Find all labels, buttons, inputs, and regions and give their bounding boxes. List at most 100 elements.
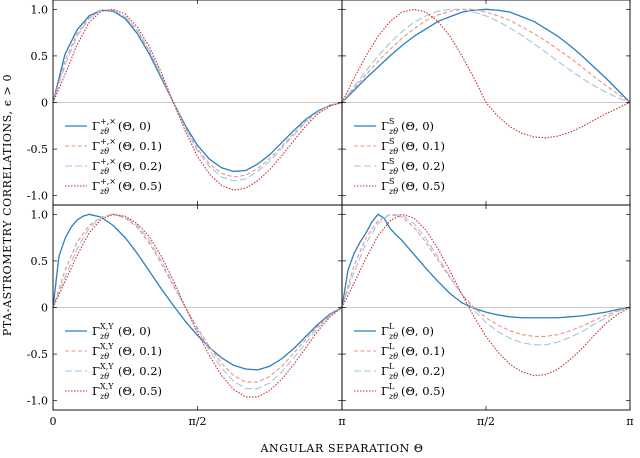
series-line-0 — [53, 213, 342, 371]
legend-symbol: Γ — [381, 119, 389, 133]
legend-symbol: Γ — [92, 159, 100, 173]
legend-superscript: S — [389, 117, 394, 126]
x-axis-label: ANGULAR SEPARATION Θ — [259, 442, 423, 455]
legend-argument: (Θ, 0) — [118, 119, 151, 133]
series-line-2 — [342, 8, 630, 104]
panel-top-right: Γ Szθ (Θ, 0)Γ Szθ (Θ, 0.1)Γ Szθ (Θ, 0.2)Γ Szθ (Θ… — [341, 0, 631, 206]
y-tick-label: 0.5 — [31, 255, 49, 268]
legend-subscript: zθ — [388, 332, 398, 341]
series-line-2 — [53, 9, 342, 182]
legend-superscript: +,× — [100, 177, 116, 186]
legend-symbol: Γ — [381, 159, 389, 173]
series-line-0 — [342, 8, 630, 103]
legend-subscript: zθ — [388, 127, 398, 136]
y-tick-label: 1.0 — [31, 3, 49, 16]
series-line-3 — [53, 8, 342, 191]
series-line-3 — [342, 8, 630, 139]
legend-symbol: Γ — [381, 139, 389, 153]
legend-argument: (Θ, 0.5) — [118, 179, 162, 193]
legend-argument: (Θ, 0) — [118, 324, 151, 338]
legend-argument: (Θ, 0.1) — [401, 139, 445, 153]
x-tick-label: π — [626, 415, 633, 428]
legend-symbol: Γ — [92, 364, 100, 378]
legend-superscript: L — [389, 322, 395, 331]
y-tick-label: 0 — [41, 302, 48, 315]
series-line-3 — [342, 213, 630, 377]
series-line-1 — [342, 8, 630, 103]
legend-symbol: Γ — [92, 119, 100, 133]
legend-symbol: Γ — [92, 324, 100, 338]
legend-subscript: zθ — [388, 167, 398, 176]
series-line-3 — [53, 213, 342, 398]
x-tick-label: π/2 — [189, 415, 207, 428]
series-line-2 — [53, 213, 342, 390]
x-tick-label: π — [338, 415, 345, 428]
legend-superscript: S — [389, 137, 394, 146]
legend-argument: (Θ, 0.1) — [401, 344, 445, 358]
y-tick-label: -1.0 — [27, 190, 48, 203]
legend-subscript: zθ — [99, 127, 109, 136]
legend-argument: (Θ, 0.5) — [118, 384, 162, 398]
legend-subscript: zθ — [388, 352, 398, 361]
legend-argument: (Θ, 0.2) — [401, 159, 445, 173]
legend-symbol: Γ — [381, 344, 389, 358]
legend-subscript: zθ — [388, 147, 398, 156]
legend-argument: (Θ, 0.5) — [401, 179, 445, 193]
legend-symbol: Γ — [381, 324, 389, 338]
panels: 1.00.50-0.5-1.0Γ +,×zθ (Θ, 0)Γ +,×zθ (Θ, 0.1… — [27, 0, 634, 428]
x-tick-label: π/2 — [477, 415, 495, 428]
legend-symbol: Γ — [92, 344, 100, 358]
panel-bottom-right: π/2 πΓ Lzθ (Θ, 0)Γ Lzθ (Θ, 0.1)Γ Lzθ (Θ, 0.2)Γ L… — [341, 204, 634, 428]
legend-subscript: zθ — [388, 392, 398, 401]
legend-argument: (Θ, 0.1) — [118, 139, 162, 153]
panel-bottom-left: 1.00.50-0.5-1.00 π/2 πΓ X,Yzθ (Θ, 0)Γ X,Yzθ (Θ… — [27, 204, 346, 428]
legend-superscript: L — [389, 342, 395, 351]
legend-symbol: Γ — [92, 139, 100, 153]
series-line-1 — [342, 213, 630, 337]
legend-superscript: X,Y — [100, 322, 114, 331]
y-tick-label: 0 — [41, 97, 48, 110]
legend-argument: (Θ, 0.2) — [118, 159, 162, 173]
legend-symbol: Γ — [381, 364, 389, 378]
legend-argument: (Θ, 0.1) — [118, 344, 162, 358]
legend-superscript: L — [389, 382, 395, 391]
legend-superscript: +,× — [100, 157, 116, 166]
legend-subscript: zθ — [388, 187, 398, 196]
legend-argument: (Θ, 0) — [401, 119, 434, 133]
legend-subscript: zθ — [99, 147, 109, 156]
y-tick-label: -0.5 — [27, 348, 48, 361]
legend-symbol: Γ — [92, 384, 100, 398]
y-tick-label: -0.5 — [27, 143, 48, 156]
legend-superscript: X,Y — [100, 382, 114, 391]
legend-argument: (Θ, 0.2) — [401, 364, 445, 378]
legend-subscript: zθ — [388, 372, 398, 381]
legend-superscript: L — [389, 362, 395, 371]
legend-superscript: S — [389, 177, 394, 186]
legend-subscript: zθ — [99, 187, 109, 196]
y-tick-label: 1.0 — [31, 208, 49, 221]
legend-superscript: +,× — [100, 117, 116, 126]
legend-symbol: Γ — [381, 179, 389, 193]
series-line-2 — [342, 213, 630, 346]
legend-symbol: Γ — [92, 179, 100, 193]
legend-superscript: +,× — [100, 137, 116, 146]
legend-superscript: S — [389, 157, 394, 166]
legend-subscript: zθ — [99, 332, 109, 341]
legend-symbol: Γ — [381, 384, 389, 398]
y-tick-label: 0.5 — [31, 50, 49, 63]
legend-argument: (Θ, 0.5) — [401, 384, 445, 398]
series-line-0 — [342, 213, 630, 319]
legend-argument: (Θ, 0.2) — [118, 364, 162, 378]
legend-argument: (Θ, 0) — [401, 324, 434, 338]
x-tick-label: 0 — [50, 415, 57, 428]
legend-superscript: X,Y — [100, 362, 114, 371]
legend-subscript: zθ — [99, 167, 109, 176]
legend-subscript: zθ — [99, 372, 109, 381]
legend-superscript: X,Y — [100, 342, 114, 351]
panel-top-left: 1.00.50-0.5-1.0Γ +,×zθ (Θ, 0)Γ +,×zθ (Θ, 0.1… — [27, 0, 343, 206]
legend-subscript: zθ — [99, 392, 109, 401]
legend-subscript: zθ — [99, 352, 109, 361]
y-axis-label: PTA-ASTROMETRY CORRELATIONS, ϵ > 0 — [1, 74, 14, 336]
y-tick-label: -1.0 — [27, 395, 48, 408]
